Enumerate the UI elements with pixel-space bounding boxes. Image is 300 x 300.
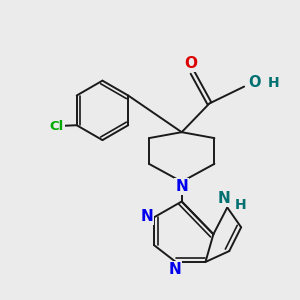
Text: O: O — [184, 56, 197, 71]
Text: N: N — [175, 179, 188, 194]
Text: N: N — [168, 262, 181, 278]
Text: N: N — [141, 209, 153, 224]
Text: O: O — [248, 75, 260, 90]
Text: H: H — [268, 76, 280, 90]
Text: Cl: Cl — [50, 120, 64, 133]
Text: H: H — [234, 199, 246, 212]
Text: N: N — [218, 191, 231, 206]
